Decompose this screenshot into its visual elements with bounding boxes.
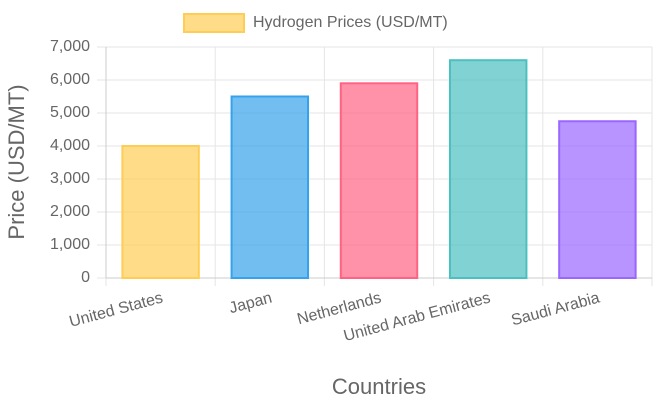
y-tick-label: 5,000 [50, 104, 90, 121]
bar [558, 120, 637, 279]
legend-label: Hydrogen Prices (USD/MT) [253, 14, 448, 31]
bar [230, 95, 310, 279]
y-tick-label: 4,000 [50, 137, 90, 154]
y-tick-label: 1,000 [50, 236, 90, 253]
y-axis-title: Price (USD/MT) [4, 84, 29, 239]
bar [121, 145, 200, 279]
x-axis-title: Countries [332, 374, 426, 399]
legend-swatch [183, 13, 245, 33]
bar [339, 82, 419, 279]
x-tick-label: Japan [227, 290, 274, 318]
y-tick-label: 3,000 [50, 170, 90, 187]
y-tick-label: 2,000 [50, 203, 90, 220]
y-tick-label: 7,000 [50, 38, 90, 55]
y-tick-label: 6,000 [50, 71, 90, 88]
y-tick-label: 0 [81, 269, 90, 286]
x-tick-label: United States [68, 290, 165, 331]
x-tick-label: Saudi Arabia [509, 289, 601, 329]
bar [448, 59, 528, 280]
